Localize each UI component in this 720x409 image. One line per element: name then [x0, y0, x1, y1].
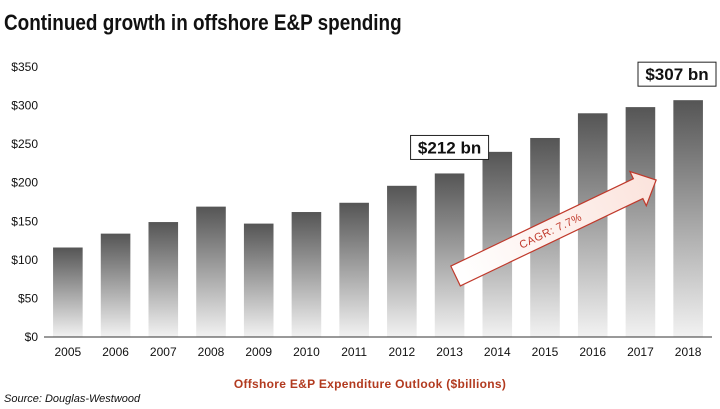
x-tick-label: 2013	[436, 345, 463, 359]
x-axis-label: Offshore E&P Expenditure Outlook ($billi…	[234, 377, 506, 391]
x-tick-label: 2018	[675, 345, 702, 359]
y-tick-label: $150	[11, 214, 38, 228]
bar-2012	[387, 185, 417, 337]
x-tick-label: 2017	[627, 345, 654, 359]
bar-2010	[291, 212, 322, 337]
callout-2013: $212 bn	[418, 138, 481, 157]
callout-2013-box	[410, 134, 490, 160]
y-axis: $0 $50 $100 $150 $200 $250 $300 $350	[11, 60, 38, 344]
bar-2008	[196, 206, 226, 337]
x-tick-label: 2011	[341, 345, 367, 359]
bar-2006	[100, 233, 131, 337]
x-tick-label: 2005	[55, 345, 82, 359]
x-tick-label: 2008	[198, 345, 225, 359]
y-tick-label: $200	[11, 176, 38, 190]
x-axis: 2005 2006 2007 2008 2009 2010 2011 2012 2013 2014…	[55, 345, 702, 359]
bar-2009	[243, 223, 274, 337]
bar-2018	[673, 100, 703, 338]
source-note: Source: Douglas-Westwood	[4, 393, 141, 405]
bar-2005	[53, 247, 83, 337]
x-tick-label: 2015	[532, 345, 559, 359]
y-tick-label: $0	[25, 330, 39, 344]
x-tick-label: 2007	[150, 345, 177, 359]
chart-title: Continued growth in offshore E&P spendin…	[4, 11, 402, 36]
callout-2018-box	[637, 61, 717, 87]
bars	[53, 100, 703, 338]
x-tick-label: 2014	[484, 345, 511, 359]
bar-2017	[625, 107, 656, 337]
y-tick-label: $350	[11, 60, 38, 74]
bar-2011	[339, 202, 369, 337]
x-tick-label: 2010	[293, 345, 320, 359]
x-tick-label: 2009	[245, 345, 272, 359]
bar-2013	[434, 173, 465, 337]
cagr-arrow-shape	[450, 170, 657, 287]
bar-2007	[148, 222, 179, 337]
y-tick-label: $300	[11, 99, 38, 113]
callout-2018: $307 bn	[645, 65, 708, 84]
y-tick-label: $50	[18, 291, 38, 305]
x-tick-label: 2006	[102, 345, 129, 359]
x-tick-label: 2016	[579, 345, 606, 359]
y-tick-label: $100	[11, 253, 38, 267]
x-tick-label: 2012	[389, 345, 416, 359]
y-tick-label: $250	[11, 137, 38, 151]
